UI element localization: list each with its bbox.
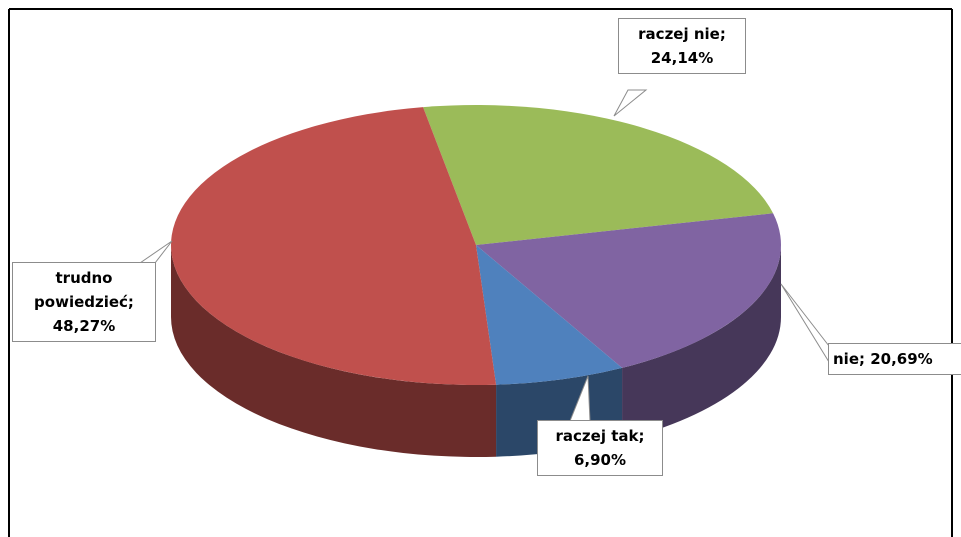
pie <box>171 105 782 458</box>
pie-side <box>171 245 497 458</box>
data-label: raczej tak; 6,90% <box>537 420 663 476</box>
pie-slice <box>476 245 623 385</box>
pointer <box>613 89 648 117</box>
value-label: 6,90% <box>573 451 627 469</box>
label: raczej tak; <box>555 427 645 445</box>
pie-slice <box>171 107 497 385</box>
label: raczej nie; <box>638 25 726 43</box>
pointer <box>780 283 830 364</box>
value-label: 48,27% <box>52 317 116 335</box>
pie-slice <box>423 105 774 245</box>
label: nie; <box>833 350 865 368</box>
label: trudno powiedzieć; <box>34 269 134 311</box>
pointer <box>138 240 173 264</box>
value-label: 20,69% <box>870 350 933 368</box>
data-label: nie; 20,69% <box>828 343 961 375</box>
pie-side <box>622 245 781 440</box>
data-label: trudno powiedzieć; 48,27% <box>12 262 156 342</box>
callout-pointers <box>138 89 830 422</box>
pie-slice <box>476 213 782 368</box>
data-label: raczej nie; 24,14% <box>618 18 746 74</box>
value-label: 24,14% <box>650 49 714 67</box>
